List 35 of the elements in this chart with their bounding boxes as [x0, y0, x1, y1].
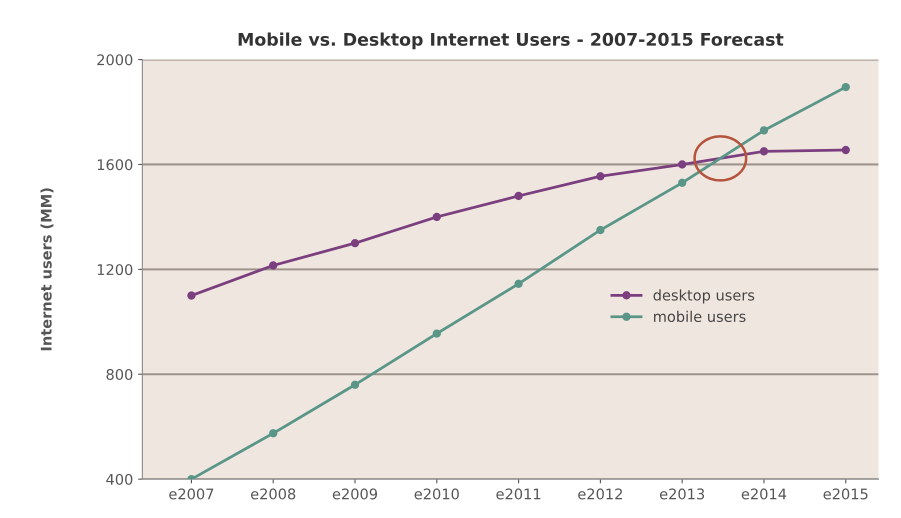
point	[514, 280, 523, 288]
x-tick-label: e2008	[250, 488, 296, 500]
point	[760, 126, 768, 135]
point	[432, 212, 441, 222]
point	[842, 82, 850, 92]
y-axis-title: Internet users (MM)	[40, 188, 54, 350]
x-tick-label: e2009	[332, 488, 378, 500]
x-tick-label: e2015	[824, 488, 868, 500]
point	[269, 429, 278, 438]
x-tick-label: e2012	[578, 488, 622, 500]
point	[596, 226, 605, 234]
chart-title: Mobile vs. Desktop Internet Users - 2007-2015 Forecast	[238, 32, 784, 50]
y-tick-label: 1200	[98, 264, 132, 276]
point	[187, 291, 196, 300]
point	[678, 178, 686, 187]
legend-label: desktop users	[654, 289, 754, 304]
legend-label: mobile users	[654, 310, 746, 322]
y-tick-label: 2000	[97, 54, 132, 66]
point	[432, 329, 441, 338]
x-tick-label: e2011	[496, 488, 540, 500]
y-tick-label: 800	[106, 368, 132, 380]
x-tick-label: e2010	[414, 488, 459, 500]
y-tick-label: 400	[106, 474, 132, 485]
x-tick-label: e2007	[169, 488, 214, 500]
x-tick-label: e2014	[742, 488, 786, 500]
x-tick-label: e2013	[660, 488, 704, 500]
point	[678, 160, 686, 169]
point	[269, 261, 278, 270]
point	[350, 238, 360, 248]
point	[350, 380, 360, 389]
point	[596, 172, 605, 180]
point	[842, 146, 850, 154]
point	[760, 147, 768, 156]
point	[514, 192, 523, 200]
y-tick-label: 1600	[98, 159, 132, 170]
